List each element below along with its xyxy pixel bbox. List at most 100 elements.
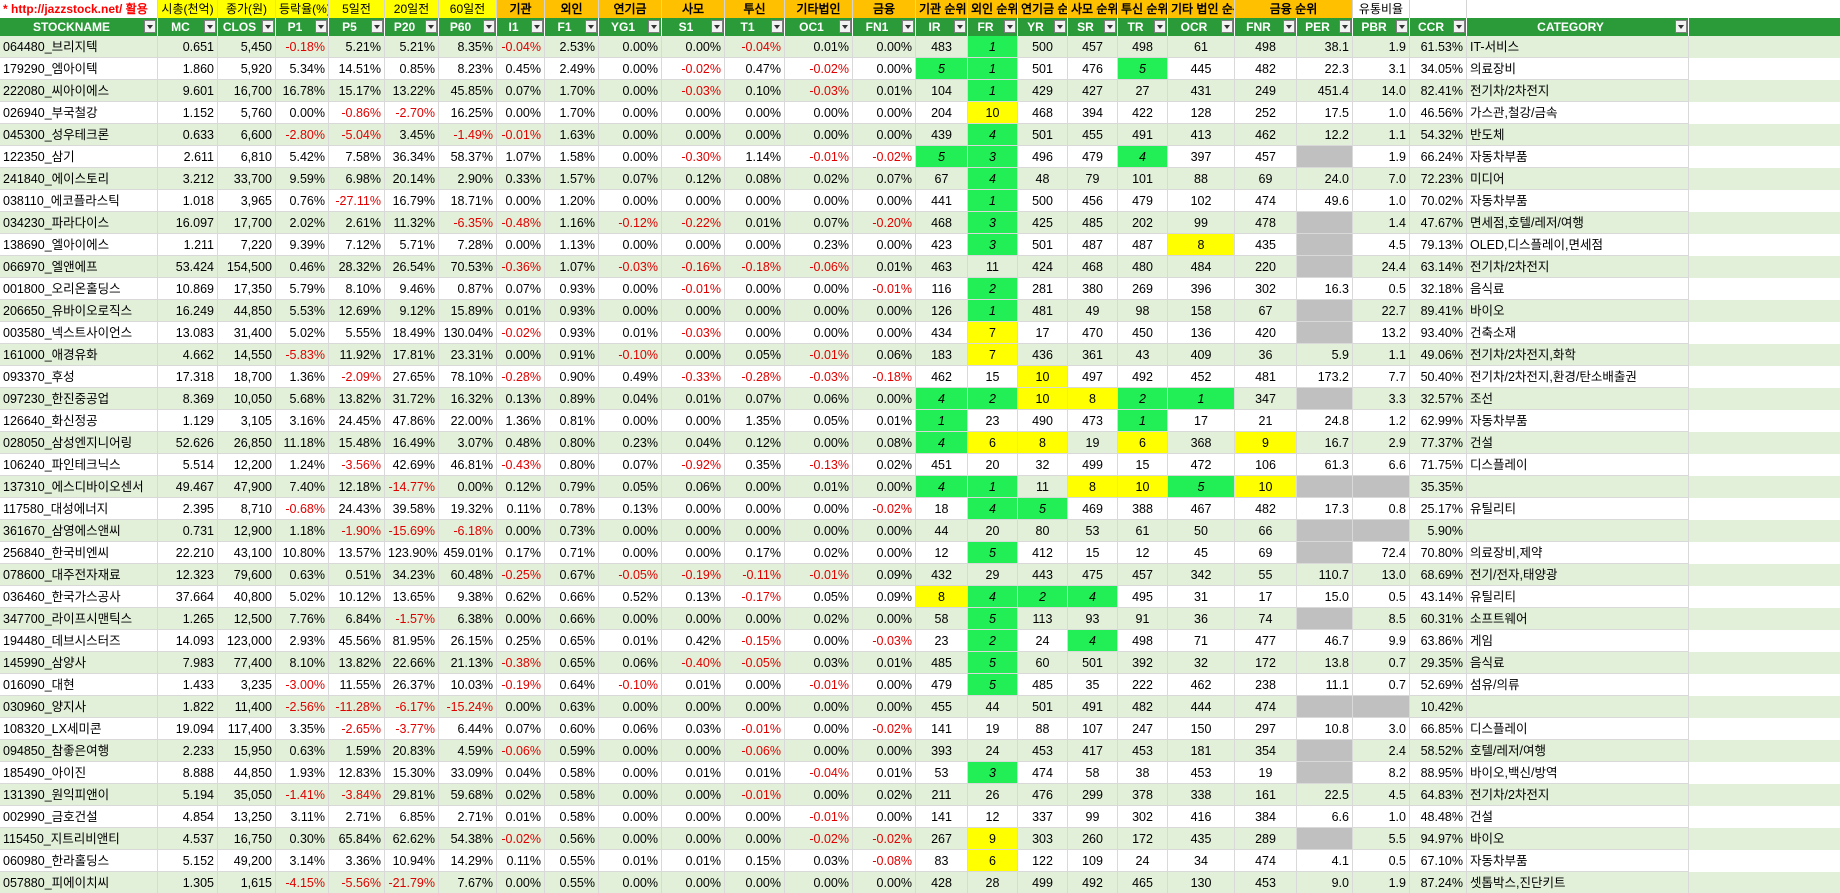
- cell-fr[interactable]: 1: [968, 300, 1018, 322]
- cell-p60[interactable]: 23.31%: [439, 344, 497, 366]
- cell-f1[interactable]: 0.58%: [545, 806, 599, 828]
- cell-p1[interactable]: 9.39%: [276, 234, 329, 256]
- cell-sr[interactable]: 492: [1068, 872, 1118, 893]
- cell-oc1[interactable]: 0.00%: [785, 696, 853, 718]
- cell-oc1[interactable]: 0.01%: [785, 476, 853, 498]
- cell-sr[interactable]: 455: [1068, 124, 1118, 146]
- cell-i1[interactable]: 0.25%: [497, 630, 545, 652]
- cell-tr[interactable]: 15: [1118, 454, 1168, 476]
- cell-clos[interactable]: 44,850: [218, 300, 276, 322]
- cell-p20[interactable]: 11.32%: [385, 212, 439, 234]
- cell-sr[interactable]: 260: [1068, 828, 1118, 850]
- cell-ir[interactable]: 141: [916, 718, 968, 740]
- filter-dropdown-icon[interactable]: [144, 20, 156, 33]
- cell-p20[interactable]: 34.23%: [385, 564, 439, 586]
- cell-mc[interactable]: 1.265: [158, 608, 218, 630]
- cell-pbr[interactable]: 8.2: [1353, 762, 1410, 784]
- cell-ocr[interactable]: 472: [1168, 454, 1235, 476]
- cell-category[interactable]: 섬유/의류: [1467, 674, 1689, 696]
- cell-fn1[interactable]: 0.09%: [853, 586, 916, 608]
- cell-pbr[interactable]: 72.4: [1353, 542, 1410, 564]
- cell-oc1[interactable]: 0.01%: [785, 36, 853, 58]
- cell-fn1[interactable]: 0.00%: [853, 234, 916, 256]
- cell-yg1[interactable]: 0.00%: [599, 762, 662, 784]
- cell-p1[interactable]: 2.93%: [276, 630, 329, 652]
- cell-oc1[interactable]: 0.00%: [785, 630, 853, 652]
- cell-pbr[interactable]: 13.0: [1353, 564, 1410, 586]
- cell-ccr[interactable]: 70.80%: [1410, 542, 1467, 564]
- table-row[interactable]: 030960_양지사 1.822 11,400 -2.56% -11.28% -6.17%…: [0, 696, 1840, 718]
- cell-yr[interactable]: 10: [1018, 366, 1068, 388]
- cell-oc1[interactable]: 0.02%: [785, 542, 853, 564]
- cell-pbr[interactable]: 1.1: [1353, 124, 1410, 146]
- cell-p20[interactable]: 22.66%: [385, 652, 439, 674]
- cell-fn1[interactable]: -0.01%: [853, 278, 916, 300]
- cell-f1[interactable]: 0.73%: [545, 520, 599, 542]
- cell-stockname[interactable]: 002990_금호건설: [0, 806, 158, 828]
- cell-yr[interactable]: 474: [1018, 762, 1068, 784]
- cell-p60[interactable]: 14.29%: [439, 850, 497, 872]
- cell-p1[interactable]: 5.53%: [276, 300, 329, 322]
- cell-yg1[interactable]: 0.00%: [599, 410, 662, 432]
- cell-ocr[interactable]: 435: [1168, 828, 1235, 850]
- cell-oc1[interactable]: -0.03%: [785, 80, 853, 102]
- cell-p1[interactable]: 5.42%: [276, 146, 329, 168]
- cell-stockname[interactable]: 064480_브리지텍: [0, 36, 158, 58]
- cell-fnr[interactable]: 21: [1235, 410, 1297, 432]
- cell-yr[interactable]: 429: [1018, 80, 1068, 102]
- cell-fn1[interactable]: 0.00%: [853, 542, 916, 564]
- cell-p60[interactable]: 60.48%: [439, 564, 497, 586]
- cell-ir[interactable]: 462: [916, 366, 968, 388]
- cell-sr[interactable]: 473: [1068, 410, 1118, 432]
- cell-p60[interactable]: 58.37%: [439, 146, 497, 168]
- cell-p20[interactable]: 27.65%: [385, 366, 439, 388]
- cell-ccr[interactable]: 68.69%: [1410, 564, 1467, 586]
- cell-per[interactable]: [1297, 740, 1353, 762]
- cell-fr[interactable]: 10: [968, 102, 1018, 124]
- cell-t1[interactable]: -0.01%: [725, 718, 785, 740]
- cell-ccr[interactable]: 34.05%: [1410, 58, 1467, 80]
- cell-fn1[interactable]: 0.01%: [853, 652, 916, 674]
- cell-fnr[interactable]: 67: [1235, 300, 1297, 322]
- cell-clos[interactable]: 14,550: [218, 344, 276, 366]
- cell-sr[interactable]: 4: [1068, 586, 1118, 608]
- cell-t1[interactable]: 0.15%: [725, 850, 785, 872]
- cell-p1[interactable]: 5.79%: [276, 278, 329, 300]
- cell-clos[interactable]: 77,400: [218, 652, 276, 674]
- cell-tr[interactable]: 43: [1118, 344, 1168, 366]
- cell-ir[interactable]: 432: [916, 564, 968, 586]
- cell-sr[interactable]: 457: [1068, 36, 1118, 58]
- cell-tr[interactable]: 91: [1118, 608, 1168, 630]
- cell-p5[interactable]: 10.12%: [329, 586, 385, 608]
- cell-stockname[interactable]: 108320_LX세미콘: [0, 718, 158, 740]
- cell-p5[interactable]: 13.82%: [329, 652, 385, 674]
- cell-clos[interactable]: 13,250: [218, 806, 276, 828]
- cell-yr[interactable]: 468: [1018, 102, 1068, 124]
- cell-p1[interactable]: 5.02%: [276, 586, 329, 608]
- cell-fr[interactable]: 1: [968, 80, 1018, 102]
- cell-oc1[interactable]: -0.04%: [785, 762, 853, 784]
- cell-s1[interactable]: 0.00%: [662, 300, 725, 322]
- cell-p1[interactable]: 2.02%: [276, 212, 329, 234]
- cell-tr[interactable]: 480: [1118, 256, 1168, 278]
- cell-fnr[interactable]: 69: [1235, 542, 1297, 564]
- cell-fr[interactable]: 3: [968, 146, 1018, 168]
- cell-mc[interactable]: 19.094: [158, 718, 218, 740]
- cell-p1[interactable]: -3.00%: [276, 674, 329, 696]
- cell-category[interactable]: 셋톱박스,진단키트: [1467, 872, 1689, 893]
- cell-category[interactable]: 전기/전자,태양광: [1467, 564, 1689, 586]
- cell-s1[interactable]: -0.22%: [662, 212, 725, 234]
- cell-category[interactable]: 전기차/2차전지: [1467, 256, 1689, 278]
- table-row[interactable]: 108320_LX세미콘 19.094 117,400 3.35% -2.65% -3.7…: [0, 718, 1840, 740]
- filter-dropdown-icon[interactable]: [1453, 20, 1465, 33]
- cell-per[interactable]: 22.5: [1297, 784, 1353, 806]
- cell-f1[interactable]: 1.63%: [545, 124, 599, 146]
- cell-fr[interactable]: 28: [968, 872, 1018, 893]
- cell-ir[interactable]: 468: [916, 212, 968, 234]
- cell-p5[interactable]: -2.65%: [329, 718, 385, 740]
- cell-oc1[interactable]: 0.00%: [785, 322, 853, 344]
- cell-ocr[interactable]: 45: [1168, 542, 1235, 564]
- cell-s1[interactable]: 0.00%: [662, 828, 725, 850]
- cell-i1[interactable]: -0.43%: [497, 454, 545, 476]
- cell-oc1[interactable]: 0.00%: [785, 520, 853, 542]
